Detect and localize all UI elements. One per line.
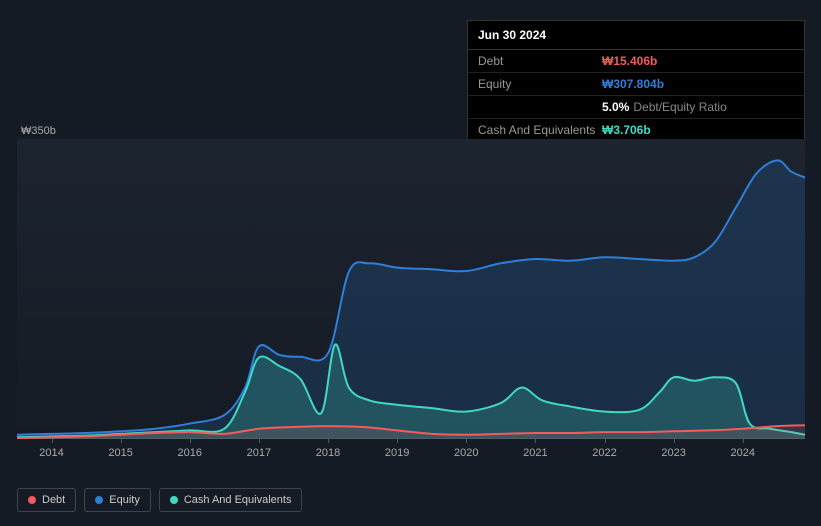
legend-dot: [28, 496, 36, 504]
x-tick-label: 2017: [247, 447, 271, 459]
tooltip-row: 5.0%Debt/Equity Ratio: [468, 96, 804, 119]
x-tick-label: 2023: [661, 447, 685, 459]
legend-item-debt[interactable]: Debt: [17, 488, 76, 512]
tooltip-row: Equity₩307.804b: [468, 73, 804, 96]
x-tick-mark: [121, 439, 122, 443]
x-tick-mark: [466, 439, 467, 443]
legend-label: Cash And Equivalents: [184, 494, 292, 506]
legend-dot: [95, 496, 103, 504]
x-tick-mark: [535, 439, 536, 443]
tooltip-row-label: Debt: [478, 54, 602, 68]
legend: Debt Equity Cash And Equivalents: [17, 488, 302, 512]
x-tick-label: 2019: [385, 447, 409, 459]
chart-container: ₩350b ₩0 2014201520162017201820192020202…: [17, 125, 805, 465]
legend-item-equity[interactable]: Equity: [84, 488, 151, 512]
x-tick-mark: [743, 439, 744, 443]
x-tick-label: 2015: [108, 447, 132, 459]
tooltip-row-value: ₩15.406b: [602, 54, 657, 68]
x-tick-mark: [190, 439, 191, 443]
x-axis: 2014 2015 2016 2017 2018 2019 2020 2021 2022 2023…: [17, 445, 805, 465]
x-tick-mark: [52, 439, 53, 443]
tooltip-row: Debt₩15.406b: [468, 50, 804, 73]
x-tick-mark: [674, 439, 675, 443]
x-tick-label: 2016: [178, 447, 202, 459]
x-tick-label: 2014: [39, 447, 63, 459]
x-tick-label: 2021: [523, 447, 547, 459]
x-tick-mark: [605, 439, 606, 443]
tooltip-row-value: ₩307.804b: [602, 77, 664, 91]
tooltip-row-label: Equity: [478, 77, 602, 91]
tooltip-row-label: [478, 100, 602, 114]
tooltip-panel: Jun 30 2024 Debt₩15.406bEquity₩307.804b5…: [467, 20, 805, 142]
x-tick-label: 2024: [731, 447, 755, 459]
legend-label: Debt: [42, 494, 65, 506]
x-tick-mark: [259, 439, 260, 443]
x-tick-label: 2022: [592, 447, 616, 459]
tooltip-date: Jun 30 2024: [468, 21, 804, 50]
x-tick-label: 2020: [454, 447, 478, 459]
chart-plot[interactable]: [17, 139, 805, 439]
y-axis-top-label: ₩350b: [21, 125, 56, 137]
x-tick-mark: [328, 439, 329, 443]
x-tick-label: 2018: [316, 447, 340, 459]
tooltip-row-suffix: Debt/Equity Ratio: [633, 100, 726, 114]
legend-label: Equity: [109, 494, 140, 506]
legend-item-cash[interactable]: Cash And Equivalents: [159, 488, 303, 512]
x-tick-mark: [397, 439, 398, 443]
legend-dot: [170, 496, 178, 504]
tooltip-row-value: 5.0%Debt/Equity Ratio: [602, 100, 727, 114]
